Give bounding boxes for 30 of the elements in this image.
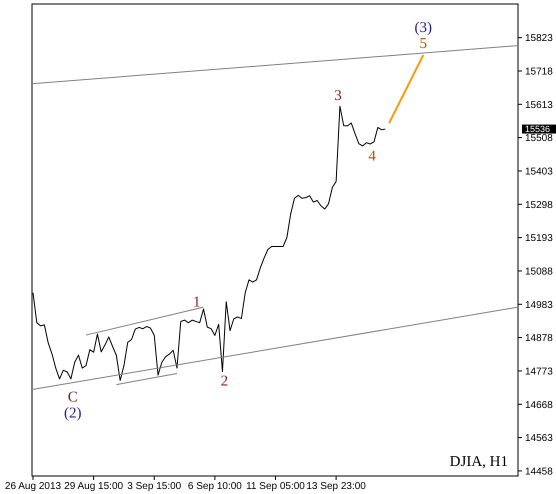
y-tick-label: 14563	[525, 433, 554, 444]
y-tick-label: 15088	[525, 266, 554, 278]
annotation: 2	[220, 373, 228, 390]
y-tick-label: 15718	[525, 66, 554, 78]
y-tick-label: 14458	[525, 466, 554, 478]
annotation: 4	[368, 148, 376, 164]
annotation: (2)	[64, 405, 82, 422]
x-tick-label: 6 Sep 10:00	[188, 481, 242, 492]
y-tick-label: 15298	[525, 200, 554, 211]
annotation: C	[68, 390, 78, 406]
text: 15536	[525, 124, 550, 134]
y-tick-label: 15403	[525, 166, 554, 178]
annotation: 3	[334, 88, 342, 104]
x-tick-label: 3 Sep 15:00	[127, 481, 182, 492]
x-tick-label: 13 Sep 23:00	[306, 481, 366, 492]
y-tick-label: 15193	[525, 233, 554, 244]
y-tick-label: 14983	[525, 300, 554, 311]
x-tick-label: 26 Aug 2013	[4, 481, 62, 492]
y-tick-label: 15508	[525, 133, 554, 144]
y-tick-label: 14668	[525, 400, 554, 411]
annotation: DJIA, H1	[450, 454, 508, 470]
y-tick-label: 14773	[525, 366, 554, 378]
y-tick-label: 15613	[525, 100, 554, 111]
annotation: 1	[192, 294, 200, 311]
annotation: 5	[420, 36, 428, 52]
y-tick-label: 14878	[525, 333, 554, 344]
x-tick-label: 29 Aug 15:00	[64, 481, 124, 492]
y-tick-label: 15823	[525, 33, 554, 44]
x-tick-label: 11 Sep 05:00	[246, 481, 306, 492]
annotation: (3)	[414, 20, 432, 36]
